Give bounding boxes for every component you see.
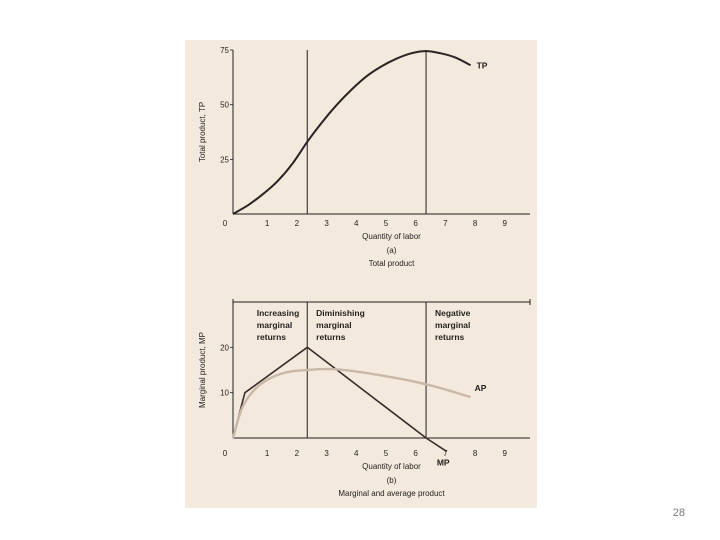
figure-panel: 0 1 2 3 4 5 6 7 8 9 25 50 75 Total product, TP Quantit… — [185, 40, 537, 508]
p2-x-tick-label: 5 — [384, 449, 389, 458]
p1-x-tick-label: 1 — [265, 219, 270, 228]
p1-y-tick-label: 75 — [220, 46, 229, 55]
p2-region-1-line-3: returns — [257, 332, 287, 342]
slide-page-number: 28 — [672, 507, 685, 519]
p1-y-tick-label: 50 — [220, 101, 229, 110]
p2-x-tick-label: 7 — [443, 449, 448, 458]
p1-y-axis-title: Total product, TP — [198, 102, 207, 162]
p1-x-tick-label: 0 — [223, 219, 228, 228]
p1-x-tick-label: 2 — [295, 219, 300, 228]
p2-y-axis-title: Marginal product, MP — [198, 332, 207, 408]
p2-y-tick-label: 20 — [220, 343, 229, 352]
p1-series-label-tp: TP — [477, 60, 488, 70]
p2-region-3-line-3: returns — [435, 332, 465, 342]
p2-region-3-line-1: Negative — [435, 308, 471, 318]
p2-region-2-line-3: returns — [316, 332, 346, 342]
p1-x-tick-label: 6 — [413, 219, 418, 228]
p2-series-ap-line — [231, 367, 471, 439]
p2-region-3-line-2: marginal — [435, 320, 470, 330]
p1-x-tick-label: 4 — [354, 219, 359, 228]
p2-region-2-line-1: Diminishing — [316, 308, 365, 318]
p2-x-tick-label: 3 — [324, 449, 329, 458]
p2-x-axis-title: Quantity of labor — [362, 462, 421, 471]
p2-x-tick-label: 2 — [295, 449, 300, 458]
p2-series-label-ap: AP — [475, 383, 487, 393]
p1-x-tick-label: 8 — [473, 219, 478, 228]
p2-x-tick-label: 8 — [473, 449, 478, 458]
p2-series-mp-line — [232, 346, 448, 453]
p2-series-label-mp: MP — [437, 458, 450, 468]
p2-x-tick-label: 4 — [354, 449, 359, 458]
p2-caption: Marginal and average product — [338, 489, 445, 498]
p1-x-tick-label: 7 — [443, 219, 448, 228]
p2-x-tick-label: 9 — [503, 449, 508, 458]
p1-caption: Total product — [369, 259, 416, 268]
p1-panel-label: (a) — [387, 246, 397, 255]
p2-panel-label: (b) — [387, 476, 397, 485]
p1-x-tick-label: 5 — [384, 219, 389, 228]
p1-y-tick-label: 25 — [220, 155, 229, 164]
p1-x-axis-title: Quantity of labor — [362, 232, 421, 241]
p2-region-1-line-1: Increasing — [257, 308, 300, 318]
p2-x-tick-label: 1 — [265, 449, 270, 458]
p2-x-tick-label: 0 — [223, 449, 228, 458]
p2-region-2-line-2: marginal — [316, 320, 351, 330]
p2-y-tick-label: 10 — [220, 389, 229, 398]
p2-x-tick-label: 6 — [413, 449, 418, 458]
p1-x-tick-label: 9 — [503, 219, 508, 228]
p2-region-1-line-2: marginal — [257, 320, 292, 330]
p1-series-tp-line — [232, 50, 472, 215]
p1-x-tick-label: 3 — [324, 219, 329, 228]
